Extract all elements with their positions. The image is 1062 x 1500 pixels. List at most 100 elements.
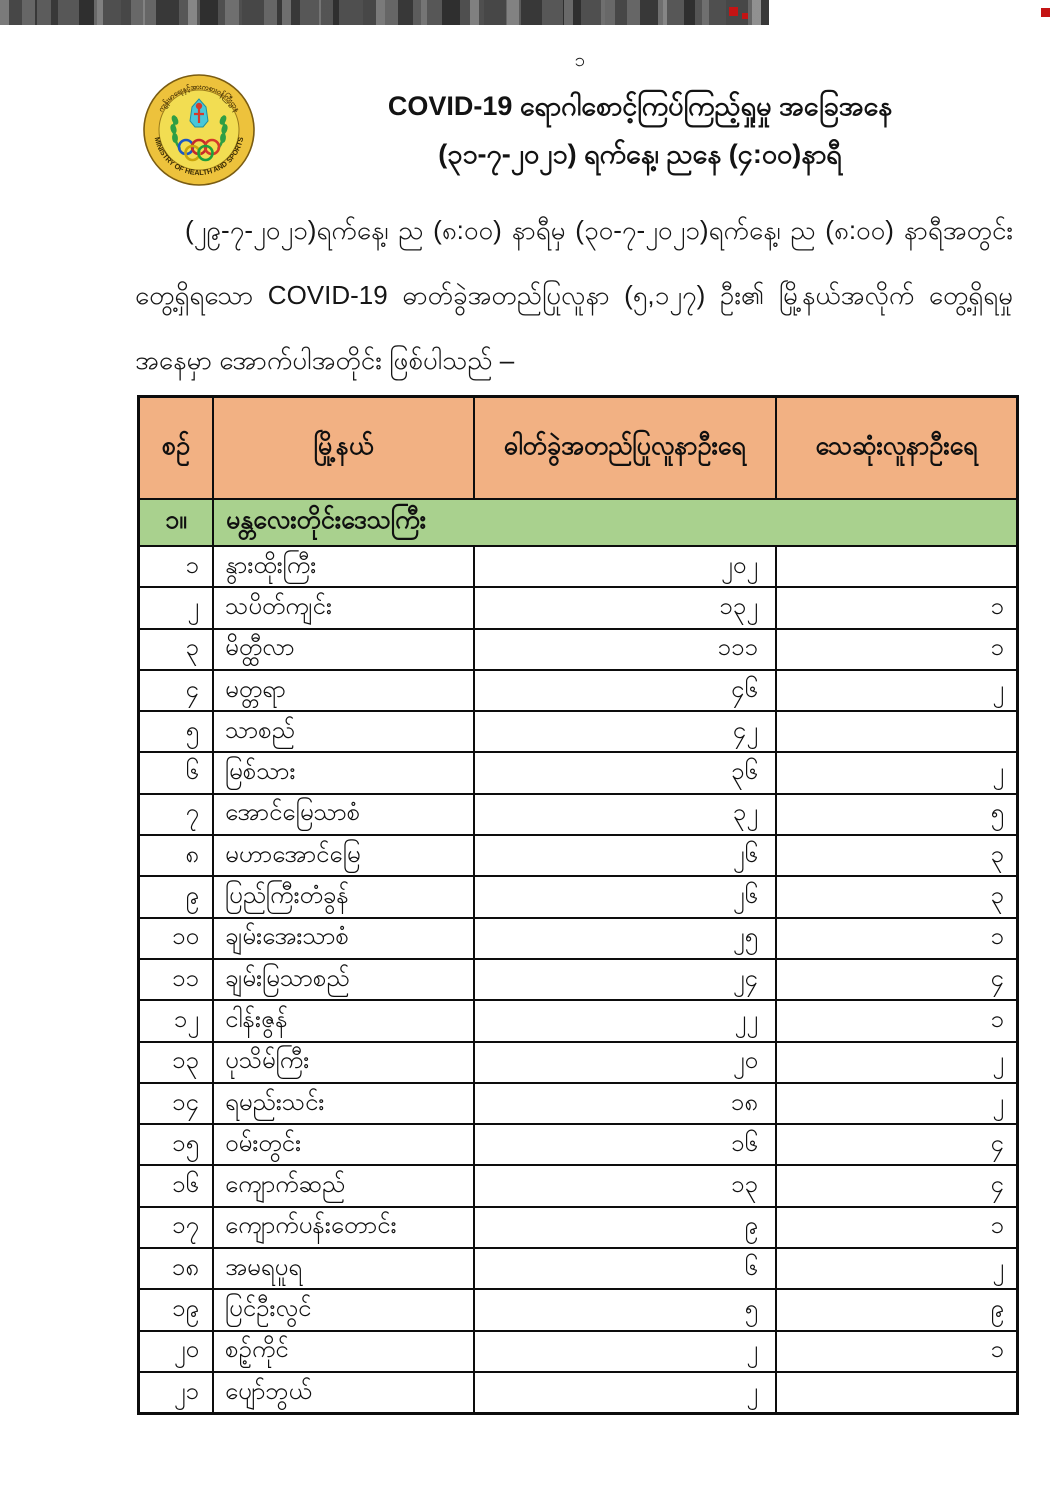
cell-confirmed: ၆ [473, 1247, 775, 1289]
ministry-logo: ကျန်းမာရေးနှင့်အားကစားဝန်ကြီးဌာန MINISTR… [143, 74, 255, 186]
intro-line-3: အနေမှာ အောက်ပါအတိုင်း ဖြစ်ပါသည် – [135, 345, 515, 375]
cell-township: ကျောက်ပန်းတောင်း [212, 1205, 473, 1248]
cell-confirmed: ၄၆ [473, 668, 775, 711]
column-header-confirmed: ဓါတ်ခွဲအတည်ပြုလူနာဦးရေ [473, 398, 775, 498]
cell-no: ၃ [140, 627, 212, 669]
health-figure-icon [189, 98, 209, 128]
cell-township: နွားထိုးကြီး [212, 545, 473, 587]
table-row: ၁နွားထိုးကြီး ၂၀၂ [140, 545, 1016, 587]
cell-no: ၅ [140, 710, 212, 751]
table-row: ၄မတ္တရာ ၄၆၂ [140, 668, 1016, 711]
scan-artifact-red-speck [742, 13, 748, 19]
region-header-row: ၁။ မန္တလေးတိုင်းဒေသကြီး [140, 498, 1016, 545]
table-row: ၈မဟာအောင်မြေ ၂၆၃ [140, 834, 1016, 876]
cell-deaths: ၃ [775, 875, 1016, 917]
cell-confirmed: ၁၈ [473, 1081, 775, 1124]
cell-confirmed: ၃၂ [473, 792, 775, 835]
intro-line-2: တွေ့ရှိရသော COVID-19 ဓာတ်ခွဲအတည်ပြုလူနာ … [135, 280, 1013, 310]
table-row: ၃မိတ္ထီလာ ၁၁၁၁ [140, 627, 1016, 669]
scan-artifact-red-speck [729, 7, 738, 16]
page-number: ၁ [574, 50, 586, 71]
cell-deaths [775, 710, 1016, 752]
cell-township: မြစ်သား [212, 751, 473, 793]
cell-no: ၂၀ [140, 1329, 212, 1371]
cell-confirmed: ၂၆ [473, 875, 775, 917]
cell-deaths: ၄ [775, 957, 1016, 1000]
intro-line-1: (၂၉-၇-၂၀၂၁)ရက်နေ့၊ ည (၈:၀၀) နာရီမှ (၃၀-၇… [185, 215, 1013, 245]
cell-township: ပြင်ဦးလွင် [212, 1288, 473, 1330]
table-row: ၉ပြည်ကြီးတံခွန် ၂၆၃ [140, 875, 1016, 917]
cell-township: ပုသိမ်ကြီး [212, 1040, 473, 1082]
cell-confirmed: ၂ [473, 1329, 775, 1371]
cell-confirmed: ၁၁၁ [473, 627, 775, 669]
scan-artifact-band [0, 0, 769, 25]
cell-deaths [775, 545, 1016, 587]
covid-township-table: စဉ် မြို့နယ် ဓါတ်ခွဲအတည်ပြုလူနာဦးရေ သေဆု… [137, 395, 1019, 1416]
cell-deaths: ၁ [775, 1329, 1016, 1371]
cell-township: ငါန်းဇွန် [212, 999, 473, 1041]
cell-no: ၇ [140, 792, 212, 834]
table-row: ၁၃ ပုသိမ်ကြီး ၂၀၂ [140, 1040, 1016, 1082]
cell-no: ၉ [140, 875, 212, 916]
cell-township: ပြည်ကြီးတံခွန် [212, 875, 473, 917]
table-row: ၁၁ ချမ်းမြသာစည် ၂၄၄ [140, 957, 1016, 1000]
cell-deaths: ၁ [775, 586, 1016, 628]
cell-deaths: ၅ [775, 792, 1016, 835]
title-line-1: COVID-19 ရောဂါစောင့်ကြပ်ကြည့်ရှုမှု အခြေ… [387, 91, 893, 121]
cell-township: မဟာအောင်မြေ [212, 834, 473, 876]
cell-deaths: ၂ [775, 1040, 1016, 1082]
cell-no: ၈ [140, 834, 212, 875]
table-row: ၁၀ ချမ်းအေးသာစံ ၂၅၁ [140, 916, 1016, 958]
cell-township: ဝမ်းတွင်း [212, 1123, 473, 1165]
table-row: ၂၀ စဉ့်ကိုင်၂၁ [140, 1329, 1016, 1371]
cell-deaths: ၂ [775, 1081, 1016, 1124]
cell-no: ၁၈ [140, 1247, 212, 1288]
table-row: ၁၈ အမရပူရ၆၂ [140, 1247, 1016, 1289]
cell-confirmed: ၂၅ [473, 916, 775, 958]
cell-no: ၄ [140, 668, 212, 710]
region-name: မန္တလေးတိုင်းဒေသကြီး [212, 498, 1016, 545]
cell-no: ၁၃ [140, 1040, 212, 1082]
cell-deaths: ၁ [775, 627, 1016, 669]
cell-confirmed: ၂၀၂ [473, 545, 775, 587]
cell-township: သာစည် [212, 710, 473, 752]
table-row: ၂သပိတ်ကျင်း ၁၃၂၁ [140, 586, 1016, 628]
cell-township: စဉ့်ကိုင် [212, 1329, 473, 1371]
cell-township: ချမ်းမြသာစည် [212, 957, 473, 1000]
cell-township: မိတ္ထီလာ [212, 627, 473, 669]
scan-artifact-red-speck [1041, 8, 1050, 17]
cell-deaths: ၃ [775, 834, 1016, 876]
cell-deaths: ၂ [775, 1247, 1016, 1289]
cell-no: ၁၄ [140, 1081, 212, 1123]
cell-deaths: ၂ [775, 751, 1016, 793]
cell-township: မတ္တရာ [212, 668, 473, 711]
column-header-township: မြို့နယ် [212, 398, 473, 498]
cell-no: ၂၁ [140, 1370, 212, 1412]
table-row: ၁၉ ပြင်ဦးလွင်၅၉ [140, 1288, 1016, 1330]
cell-no: ၆ [140, 751, 212, 792]
cell-confirmed: ၁၃၂ [473, 586, 775, 628]
table-row: ၁၇ ကျောက်ပန်းတောင်း၉၁ [140, 1205, 1016, 1248]
cell-township: သပိတ်ကျင်း [212, 586, 473, 628]
cell-township: ပျော်ဘွယ် [212, 1370, 473, 1413]
region-number: ၁။ [140, 498, 212, 545]
cell-no: ၁၁ [140, 957, 212, 999]
cell-confirmed: ၁၆ [473, 1123, 775, 1165]
cell-no: ၁၆ [140, 1164, 212, 1205]
cell-deaths [775, 1370, 1016, 1413]
cell-no: ၁၉ [140, 1288, 212, 1329]
table-row: ၇အောင်မြေသာစံ ၃၂၅ [140, 792, 1016, 835]
table-row: ၂၁ ပျော်ဘွယ်၂ [140, 1370, 1016, 1413]
table-row: ၅သာစည် ၄၂ [140, 710, 1016, 752]
cell-confirmed: ၅ [473, 1288, 775, 1330]
table-row: ၁၆ ကျောက်ဆည် ၁၃၄ [140, 1164, 1016, 1206]
table-row: ၆မြစ်သား ၃၆၂ [140, 751, 1016, 793]
cell-no: ၁၂ [140, 999, 212, 1040]
cell-township: အမရပူရ [212, 1247, 473, 1289]
column-header-deaths: သေဆုံးလူနာဦးရေ [775, 398, 1016, 498]
cell-deaths: ၄ [775, 1123, 1016, 1165]
cell-no: ၁၀ [140, 916, 212, 958]
cell-confirmed: ၂၂ [473, 999, 775, 1041]
table-body: ၁နွားထိုးကြီး ၂၀၂၂သပိတ်ကျင်း ၁၃၂၁၃မိတ္ထီလာ… [140, 545, 1016, 1413]
cell-township: ချမ်းအေးသာစံ [212, 916, 473, 958]
